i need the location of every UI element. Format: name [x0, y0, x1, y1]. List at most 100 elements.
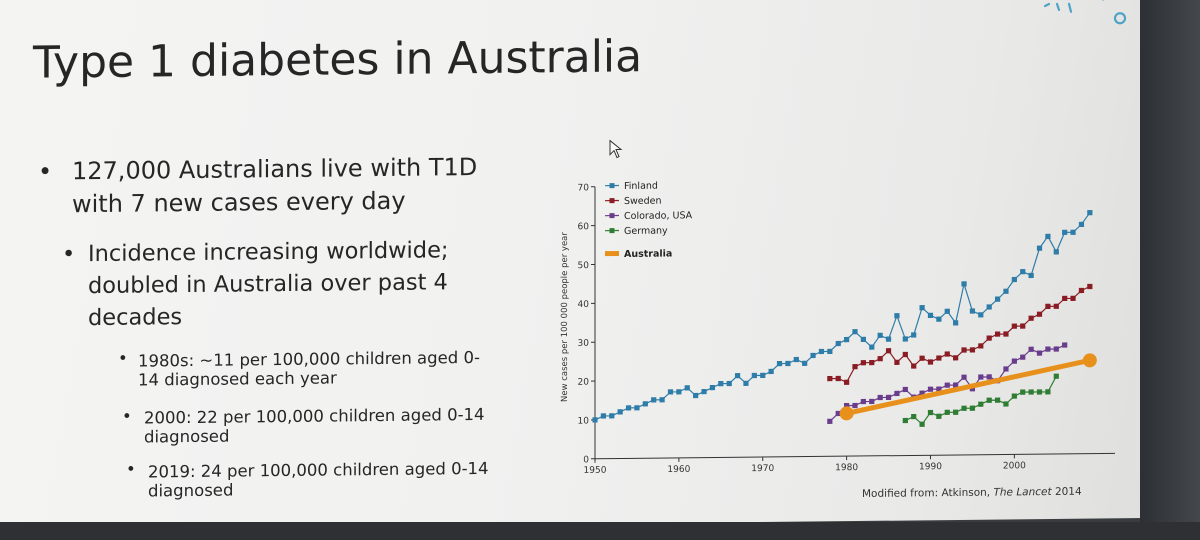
germany-point	[978, 401, 984, 407]
monitor-bottom-edge	[0, 522, 1200, 540]
colorado-usa-point	[1003, 366, 1009, 372]
sweden-point	[1070, 295, 1076, 301]
finland-point	[802, 360, 808, 366]
finland-point	[676, 389, 682, 395]
legend-label-germany: Germany	[624, 226, 668, 237]
germany-point	[911, 413, 917, 420]
sub-bullet-2-line-2: diagnosed	[144, 426, 230, 447]
sweden-point	[994, 331, 1001, 337]
finland-point	[994, 296, 1001, 302]
finland-point	[793, 356, 799, 363]
finland-point	[1036, 245, 1043, 251]
colorado-usa-point	[835, 410, 841, 417]
y-tick-label: 10	[578, 416, 590, 426]
germany-point	[1053, 373, 1059, 379]
sweden-point	[927, 359, 934, 365]
finland-point	[936, 316, 942, 322]
finland-point	[642, 401, 648, 407]
slide: Type 1 diabetes in Australia • 127,000 A…	[0, 0, 1165, 531]
bullet-dot: •	[38, 157, 53, 186]
germany-point	[927, 409, 934, 416]
finland-point	[1028, 272, 1034, 279]
finland-point	[726, 380, 732, 387]
bullet-dot: •	[122, 406, 132, 426]
x-tick-label: 1960	[667, 465, 690, 475]
sweden-point	[961, 347, 967, 353]
sweden-point	[885, 348, 892, 354]
y-tick-label: 30	[578, 339, 590, 349]
legend-swatch-colorado-usa	[609, 213, 615, 219]
finland-point	[810, 352, 816, 359]
monitor-bezel	[1140, 0, 1200, 540]
finland-point	[684, 385, 690, 391]
finland-point	[969, 308, 976, 314]
sweden-point	[953, 355, 959, 361]
australia-endpoint	[1082, 353, 1097, 368]
sweden-point	[1003, 331, 1009, 337]
colorado-usa-point	[877, 394, 883, 401]
finland-point	[760, 372, 766, 379]
colorado-usa-point	[936, 386, 942, 392]
sweden-point	[1036, 311, 1043, 317]
finland-point	[885, 336, 892, 342]
sweden-point	[911, 363, 917, 369]
germany-point	[994, 397, 1001, 403]
bullet-2-line-1: Incidence increasing worldwide;	[88, 237, 449, 268]
finland-point	[1011, 276, 1017, 283]
sub-bullet-1-line-1: 1980s: ~11 per 100,000 children aged 0-	[138, 347, 480, 371]
sub-bullet-3-line-2: diagnosed	[148, 480, 234, 501]
finland-point	[927, 312, 934, 318]
germany-point	[1028, 389, 1034, 395]
x-tick-label: 1990	[919, 462, 942, 472]
finland-point	[827, 348, 833, 355]
finland-point	[986, 304, 992, 310]
sweden-point	[902, 351, 908, 358]
finland-point	[718, 380, 724, 387]
legend-label-finland: Finland	[624, 181, 658, 192]
y-tick-label: 60	[578, 222, 590, 232]
colorado-usa-point	[885, 394, 892, 401]
colorado-usa-point	[986, 374, 992, 380]
germany-point	[944, 409, 950, 415]
sweden-point	[827, 375, 833, 382]
colorado-usa-point	[1028, 346, 1034, 352]
finland-point	[734, 373, 741, 379]
finland-point	[592, 417, 598, 423]
sweden-point	[835, 375, 841, 382]
incidence-chart: 0 10 20 30 40 50 60 70 1950 1960 1970 1980 1990 2000 N…	[560, 181, 1115, 476]
x-tick-label: 2000	[1003, 461, 1026, 471]
sweden-point	[944, 351, 950, 357]
chart-legend: Finland Sweden Colorado, USA Germany Austral…	[605, 181, 693, 260]
germany-point	[1011, 393, 1017, 399]
finland-point	[860, 336, 866, 343]
bullet-dot: •	[126, 459, 136, 479]
finland-point	[961, 281, 967, 287]
sweden-point	[919, 355, 925, 361]
colorado-usa-point	[1036, 350, 1043, 356]
finland-point	[852, 329, 858, 335]
x-axis-line	[595, 452, 1115, 460]
y-tick-label: 40	[578, 300, 590, 310]
finland-point	[743, 380, 749, 386]
sweden-point	[986, 335, 992, 341]
finland-point	[709, 384, 716, 391]
legend-label-australia: Australia	[624, 248, 672, 260]
finland-point	[667, 389, 674, 395]
sweden-point	[1062, 295, 1068, 302]
finland-point	[877, 332, 883, 338]
colorado-usa-point	[944, 382, 950, 388]
colorado-usa-point	[1011, 358, 1017, 364]
legend-label-colorado-usa: Colorado, USA	[624, 210, 693, 222]
finland-point	[911, 332, 917, 338]
finland-point	[776, 360, 783, 367]
sweden-point	[1020, 323, 1026, 329]
australia-endpoint	[839, 406, 854, 421]
caption-suffix: 2014	[1051, 485, 1082, 498]
sweden-point	[852, 364, 858, 370]
sweden-point	[1053, 303, 1059, 309]
source-caption: Modified from: Atkinson, The Lancet 2014	[862, 486, 1082, 500]
finland-point	[1003, 288, 1009, 294]
slide-title: Type 1 diabetes in Australia	[33, 31, 643, 89]
finland-point	[617, 409, 623, 415]
